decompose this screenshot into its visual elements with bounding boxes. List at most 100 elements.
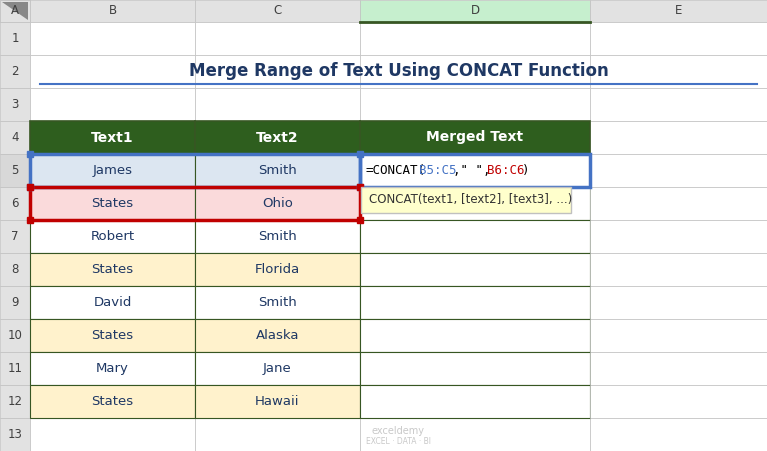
Text: ): ) [522, 164, 529, 177]
Bar [0, 88, 30, 121]
Text: Ohio: Ohio [262, 197, 293, 210]
Bar [360, 220, 590, 253]
Bar [30, 154, 195, 187]
Bar [0, 187, 30, 220]
Bar [30, 418, 195, 451]
Text: Smith: Smith [258, 164, 297, 177]
Bar [360, 187, 590, 220]
Bar [361, 187, 571, 213]
Bar [0, 0, 30, 22]
Text: exceldemy: exceldemy [372, 426, 425, 436]
Text: David: David [94, 296, 132, 309]
Text: Merge Range of Text Using CONCAT Function: Merge Range of Text Using CONCAT Functio… [189, 63, 608, 80]
Bar [360, 154, 590, 187]
Bar [30, 220, 195, 253]
Text: 11: 11 [8, 362, 22, 375]
Text: 12: 12 [8, 395, 22, 408]
Text: D: D [470, 5, 479, 18]
Bar [30, 187, 360, 220]
Text: 1: 1 [12, 32, 18, 45]
Bar [195, 220, 360, 253]
Bar [195, 352, 360, 385]
Text: 3: 3 [12, 98, 18, 111]
Bar [195, 121, 360, 154]
Text: 4: 4 [12, 131, 18, 144]
Text: 9: 9 [12, 296, 18, 309]
Text: C: C [273, 5, 281, 18]
Text: Alaska: Alaska [255, 329, 299, 342]
Text: EXCEL · DATA · BI: EXCEL · DATA · BI [366, 437, 431, 446]
Text: Jane: Jane [263, 362, 292, 375]
Bar [590, 187, 767, 220]
Bar [360, 88, 590, 121]
Text: Robert: Robert [91, 230, 134, 243]
Bar [0, 286, 30, 319]
Text: Merged Text: Merged Text [426, 130, 524, 144]
Bar [360, 418, 590, 451]
Text: 2: 2 [12, 65, 18, 78]
Text: States: States [91, 329, 133, 342]
Bar [590, 253, 767, 286]
Bar [195, 385, 360, 418]
Bar [0, 22, 30, 55]
Text: B: B [108, 5, 117, 18]
Text: States: States [91, 263, 133, 276]
Text: Text2: Text2 [256, 130, 299, 144]
Bar [590, 55, 767, 88]
Text: 8: 8 [12, 263, 18, 276]
Text: =CONCAT(: =CONCAT( [365, 164, 425, 177]
Text: 5: 5 [12, 164, 18, 177]
Text: 10: 10 [8, 329, 22, 342]
Bar [195, 187, 360, 220]
Bar [360, 319, 590, 352]
Bar [195, 22, 360, 55]
Bar [590, 88, 767, 121]
Bar [0, 319, 30, 352]
Bar [590, 121, 767, 154]
Bar [0, 55, 30, 88]
Bar [0, 418, 30, 451]
Bar [30, 22, 195, 55]
Text: Text1: Text1 [91, 130, 133, 144]
Text: Smith: Smith [258, 230, 297, 243]
Text: States: States [91, 395, 133, 408]
Text: Hawaii: Hawaii [255, 395, 300, 408]
Bar [30, 253, 195, 286]
Text: ," ",: ," ", [453, 164, 491, 177]
Text: A: A [11, 5, 19, 18]
Bar [360, 385, 590, 418]
Bar [360, 22, 590, 55]
Bar [590, 154, 767, 187]
Bar [360, 121, 590, 154]
Text: E: E [675, 5, 682, 18]
Text: 13: 13 [8, 428, 22, 441]
Bar [590, 385, 767, 418]
Bar [30, 0, 195, 22]
Bar [30, 385, 195, 418]
Bar [30, 121, 195, 154]
Bar [360, 154, 590, 187]
Bar [30, 319, 195, 352]
Text: B5:C5: B5:C5 [420, 164, 457, 177]
Bar [360, 352, 590, 385]
Text: 7: 7 [12, 230, 18, 243]
Bar [195, 55, 360, 88]
Bar [30, 187, 195, 220]
Bar [195, 154, 360, 187]
Bar [590, 352, 767, 385]
Bar [30, 154, 360, 187]
Text: James: James [93, 164, 133, 177]
Bar [0, 253, 30, 286]
Bar [30, 352, 195, 385]
Bar [0, 385, 30, 418]
Bar [0, 154, 30, 187]
Bar [0, 352, 30, 385]
Bar [590, 286, 767, 319]
Bar [30, 286, 195, 319]
Bar [0, 220, 30, 253]
Text: States: States [91, 197, 133, 210]
Polygon shape [2, 2, 28, 20]
Bar [30, 88, 195, 121]
Bar [0, 0, 30, 22]
Bar [195, 253, 360, 286]
